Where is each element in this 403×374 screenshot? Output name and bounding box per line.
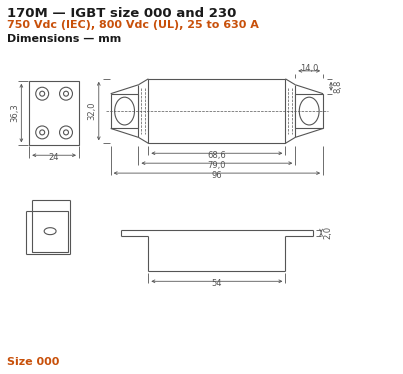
Circle shape: [64, 91, 69, 96]
Bar: [148, 79, 285, 143]
Bar: [32, 211, 68, 252]
Circle shape: [60, 87, 73, 100]
Text: 24: 24: [49, 153, 59, 162]
Circle shape: [40, 91, 45, 96]
Text: 2,0: 2,0: [323, 226, 332, 239]
Text: 36,3: 36,3: [10, 104, 19, 122]
Text: 8,8: 8,8: [333, 80, 342, 93]
Bar: [111, 94, 139, 128]
Text: 96: 96: [212, 171, 222, 180]
Circle shape: [64, 130, 69, 135]
Text: 68,6: 68,6: [208, 151, 226, 160]
Bar: [295, 94, 323, 128]
Circle shape: [40, 130, 45, 135]
Bar: [29, 81, 79, 145]
Text: 79,0: 79,0: [208, 161, 226, 170]
Text: 32,0: 32,0: [88, 102, 97, 120]
Circle shape: [36, 126, 49, 139]
Circle shape: [60, 126, 73, 139]
Text: 170M — IGBT size 000 and 230: 170M — IGBT size 000 and 230: [7, 7, 237, 20]
Text: Dimensions — mm: Dimensions — mm: [7, 34, 122, 44]
Text: Size 000: Size 000: [7, 357, 60, 367]
Text: 54: 54: [212, 279, 222, 288]
Text: 14,0: 14,0: [300, 64, 318, 73]
Circle shape: [36, 87, 49, 100]
Text: 750 Vdc (IEC), 800 Vdc (UL), 25 to 630 A: 750 Vdc (IEC), 800 Vdc (UL), 25 to 630 A: [7, 20, 259, 30]
